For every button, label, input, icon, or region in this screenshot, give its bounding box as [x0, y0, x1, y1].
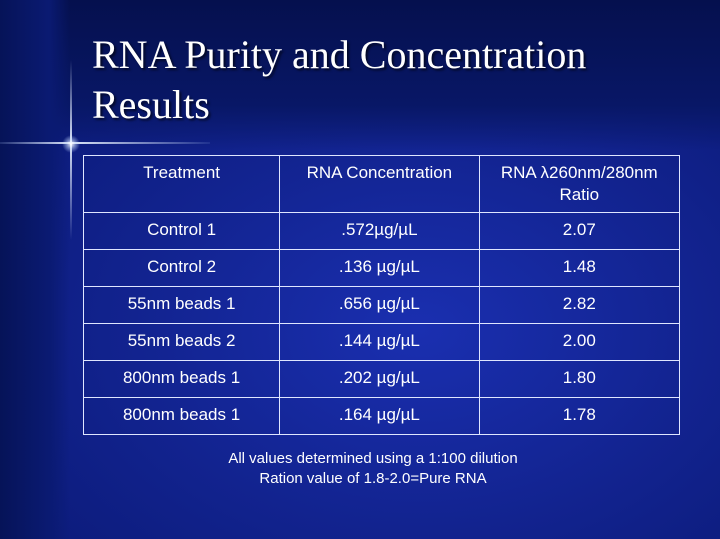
light-flare-center: [62, 135, 80, 153]
header-rna-concentration: RNA Concentration: [279, 155, 480, 213]
table-header-row: Treatment RNA Concentration RNA λ260nm/2…: [82, 155, 681, 213]
footnote-ratio: Ration value of 1.8-2.0=Pure RNA: [259, 470, 487, 487]
cell-treatment: 55nm beads 2: [82, 323, 281, 361]
table-row: 800nm beads 1 .202 µg/µL 1.80: [82, 360, 681, 398]
header-treatment: Treatment: [82, 155, 281, 213]
cell-treatment: 55nm beads 1: [82, 286, 281, 324]
cell-concentration: .144 µg/µL: [279, 323, 480, 361]
table-row: 55nm beads 1 .656 µg/µL 2.82: [82, 286, 681, 324]
cell-concentration: .164 µg/µL: [279, 397, 480, 435]
cell-ratio: 1.78: [478, 397, 681, 435]
footnote: All values determined using a 1:100 dilu…: [83, 449, 663, 489]
cell-ratio: 2.00: [478, 323, 681, 361]
table-row: Control 2 .136 µg/µL 1.48: [82, 249, 681, 287]
slide-title: RNA Purity and Concentration Results: [92, 32, 587, 127]
header-band: [0, 0, 720, 150]
header-rna-ratio: RNA λ260nm/280nm Ratio: [478, 155, 681, 213]
cell-concentration: .656 µg/µL: [279, 286, 480, 324]
cell-treatment: 800nm beads 1: [82, 397, 281, 435]
table-row: 55nm beads 2 .144 µg/µL 2.00: [82, 323, 681, 361]
table-row: 800nm beads 1 .164 µg/µL 1.78: [82, 397, 681, 435]
cell-treatment: Control 2: [82, 249, 281, 287]
table-row: Control 1 .572µg/µL 2.07: [82, 212, 681, 250]
cell-ratio: 1.80: [478, 360, 681, 398]
cell-concentration: .572µg/µL: [279, 212, 480, 250]
cell-ratio: 1.48: [478, 249, 681, 287]
cell-ratio: 2.82: [478, 286, 681, 324]
left-strip: [0, 0, 70, 539]
cell-treatment: 800nm beads 1: [82, 360, 281, 398]
cell-concentration: .202 µg/µL: [279, 360, 480, 398]
cell-ratio: 2.07: [478, 212, 681, 250]
footnote-dilution: All values determined using a 1:100 dilu…: [228, 450, 518, 467]
results-table: Treatment RNA Concentration RNA λ260nm/2…: [82, 155, 681, 435]
cell-concentration: .136 µg/µL: [279, 249, 480, 287]
cell-treatment: Control 1: [82, 212, 281, 250]
light-flare-horizontal: [0, 142, 210, 144]
